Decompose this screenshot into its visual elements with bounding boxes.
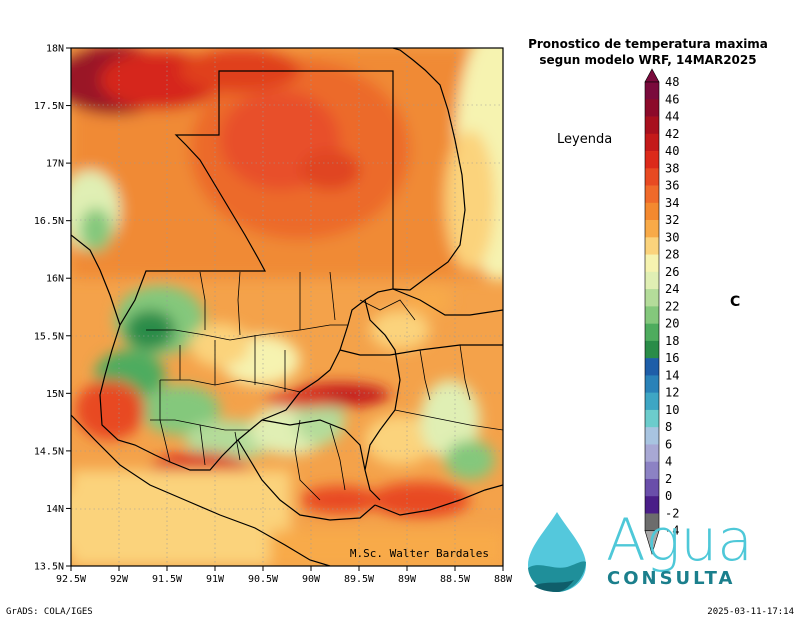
colorbar-label: 16 [665, 351, 679, 365]
credit-text: M.Sc. Walter Bardales [350, 547, 489, 560]
lat-tick-label: 15N [46, 389, 64, 400]
colorbar-label: -4 [665, 524, 679, 538]
colorbar-swatch [645, 116, 659, 135]
colorbar-swatch [645, 237, 659, 255]
lon-tick-label: 88W [494, 574, 513, 585]
lat-tick-label: 18N [46, 44, 64, 55]
colorbar-label: 48 [665, 75, 679, 89]
colorbar-swatch [645, 496, 659, 514]
colorbar-label: 20 [665, 317, 679, 331]
lat-tick-label: 13.5N [34, 562, 64, 573]
temperature-map [71, 48, 503, 566]
colorbar-swatch [645, 340, 659, 359]
colorbar-label: 40 [665, 144, 679, 158]
colorbar-swatch [645, 427, 659, 445]
colorbar-label: 32 [665, 213, 679, 227]
colorbar: 4846444240383634323028262422201816141210… [644, 68, 679, 556]
lat-tick-label: 17N [46, 159, 64, 170]
colorbar-label: 28 [665, 248, 679, 262]
lat-tick-label: 14N [46, 504, 64, 515]
colorbar-swatch [645, 82, 659, 100]
colorbar-swatch [645, 306, 659, 324]
colorbar-label: 0 [665, 489, 672, 503]
colorbar-label: 2 [665, 472, 672, 486]
colorbar-label: 4 [665, 455, 672, 469]
lon-tick-label: 89W [398, 574, 417, 585]
colorbar-swatch [645, 392, 659, 411]
colorbar-swatch [645, 375, 659, 393]
colorbar-swatch [645, 133, 659, 152]
colorbar-swatch [645, 323, 659, 342]
colorbar-swatch [645, 289, 659, 307]
colorbar-label: 14 [665, 368, 679, 382]
colorbar-swatch [645, 99, 659, 117]
title-line-2: segun modelo WRF, 14MAR2025 [539, 53, 756, 67]
colorbar-label: 8 [665, 420, 672, 434]
colorbar-swatch [645, 409, 659, 428]
logo-word-agua: Agua [606, 506, 753, 574]
lat-tick-label: 17.5N [34, 101, 64, 112]
country-borders [71, 48, 503, 566]
lon-tick-label: 92.5W [56, 574, 87, 585]
colorbar-label: 44 [665, 110, 679, 124]
colorbar-swatch [645, 202, 659, 221]
colorbar-swatch [645, 444, 659, 463]
lat-tick-label: 14.5N [34, 446, 64, 457]
lat-tick-label: 16N [46, 274, 64, 285]
colorbar-label: 22 [665, 299, 679, 313]
colorbar-top-arrow [644, 68, 660, 83]
colorbar-label: 24 [665, 282, 679, 296]
colorbar-label: 26 [665, 265, 679, 279]
lon-tick-label: 88.5W [440, 574, 471, 585]
logo-word-consulta: CONSULTA [607, 568, 735, 589]
lon-tick-label: 89.5W [344, 574, 375, 585]
colorbar-label: 6 [665, 437, 672, 451]
colorbar-label: 12 [665, 386, 679, 400]
map-axes: 18N 17.5N 17N 16.5N 16N 15.5N 15N 14.5N 14N 13.5N… [34, 44, 513, 586]
lat-tick-label: 15.5N [34, 331, 64, 342]
colorbar-label: 30 [665, 230, 679, 244]
colorbar-label: 36 [665, 179, 679, 193]
colorbar-label: 10 [665, 403, 679, 417]
water-drop-icon [528, 512, 586, 592]
map-frame [70, 47, 504, 567]
colorbar-swatch [645, 358, 659, 376]
colorbar-swatch [645, 254, 659, 273]
lat-tick-label: 16.5N [34, 216, 64, 227]
colorbar-label: 38 [665, 161, 679, 175]
colorbar-swatch [645, 168, 659, 186]
legend-label: Leyenda [557, 132, 612, 147]
colorbar-outline [644, 81, 660, 532]
colorbar-label: 18 [665, 334, 679, 348]
footer-left: GrADS: COLA/IGES [6, 607, 93, 617]
colorbar-swatch [645, 185, 659, 204]
colorbar-swatch [645, 271, 659, 290]
colorbar-swatch [645, 151, 659, 169]
agua-consulta-logo: Agua CONSULTA [528, 506, 753, 592]
colorbar-swatch [645, 220, 659, 238]
map-grid [71, 48, 503, 566]
colorbar-swatch [645, 461, 659, 480]
title-line-1: Pronostico de temperatura maxima [528, 37, 768, 51]
unit-label: C [730, 294, 740, 310]
lon-tick-label: 91.5W [152, 574, 183, 585]
colorbar-swatch [645, 478, 659, 497]
colorbar-label: 42 [665, 127, 679, 141]
colorbar-label: 34 [665, 196, 679, 210]
lon-tick-label: 90W [302, 574, 321, 585]
colorbar-label: 46 [665, 92, 679, 106]
lon-tick-label: 92W [110, 574, 129, 585]
colorbar-label: -2 [665, 506, 679, 520]
lon-tick-label: 91W [206, 574, 225, 585]
lon-tick-label: 90.5W [248, 574, 279, 585]
colorbar-swatch [645, 513, 659, 532]
footer-right: 2025-03-11-17:14 [707, 607, 794, 617]
